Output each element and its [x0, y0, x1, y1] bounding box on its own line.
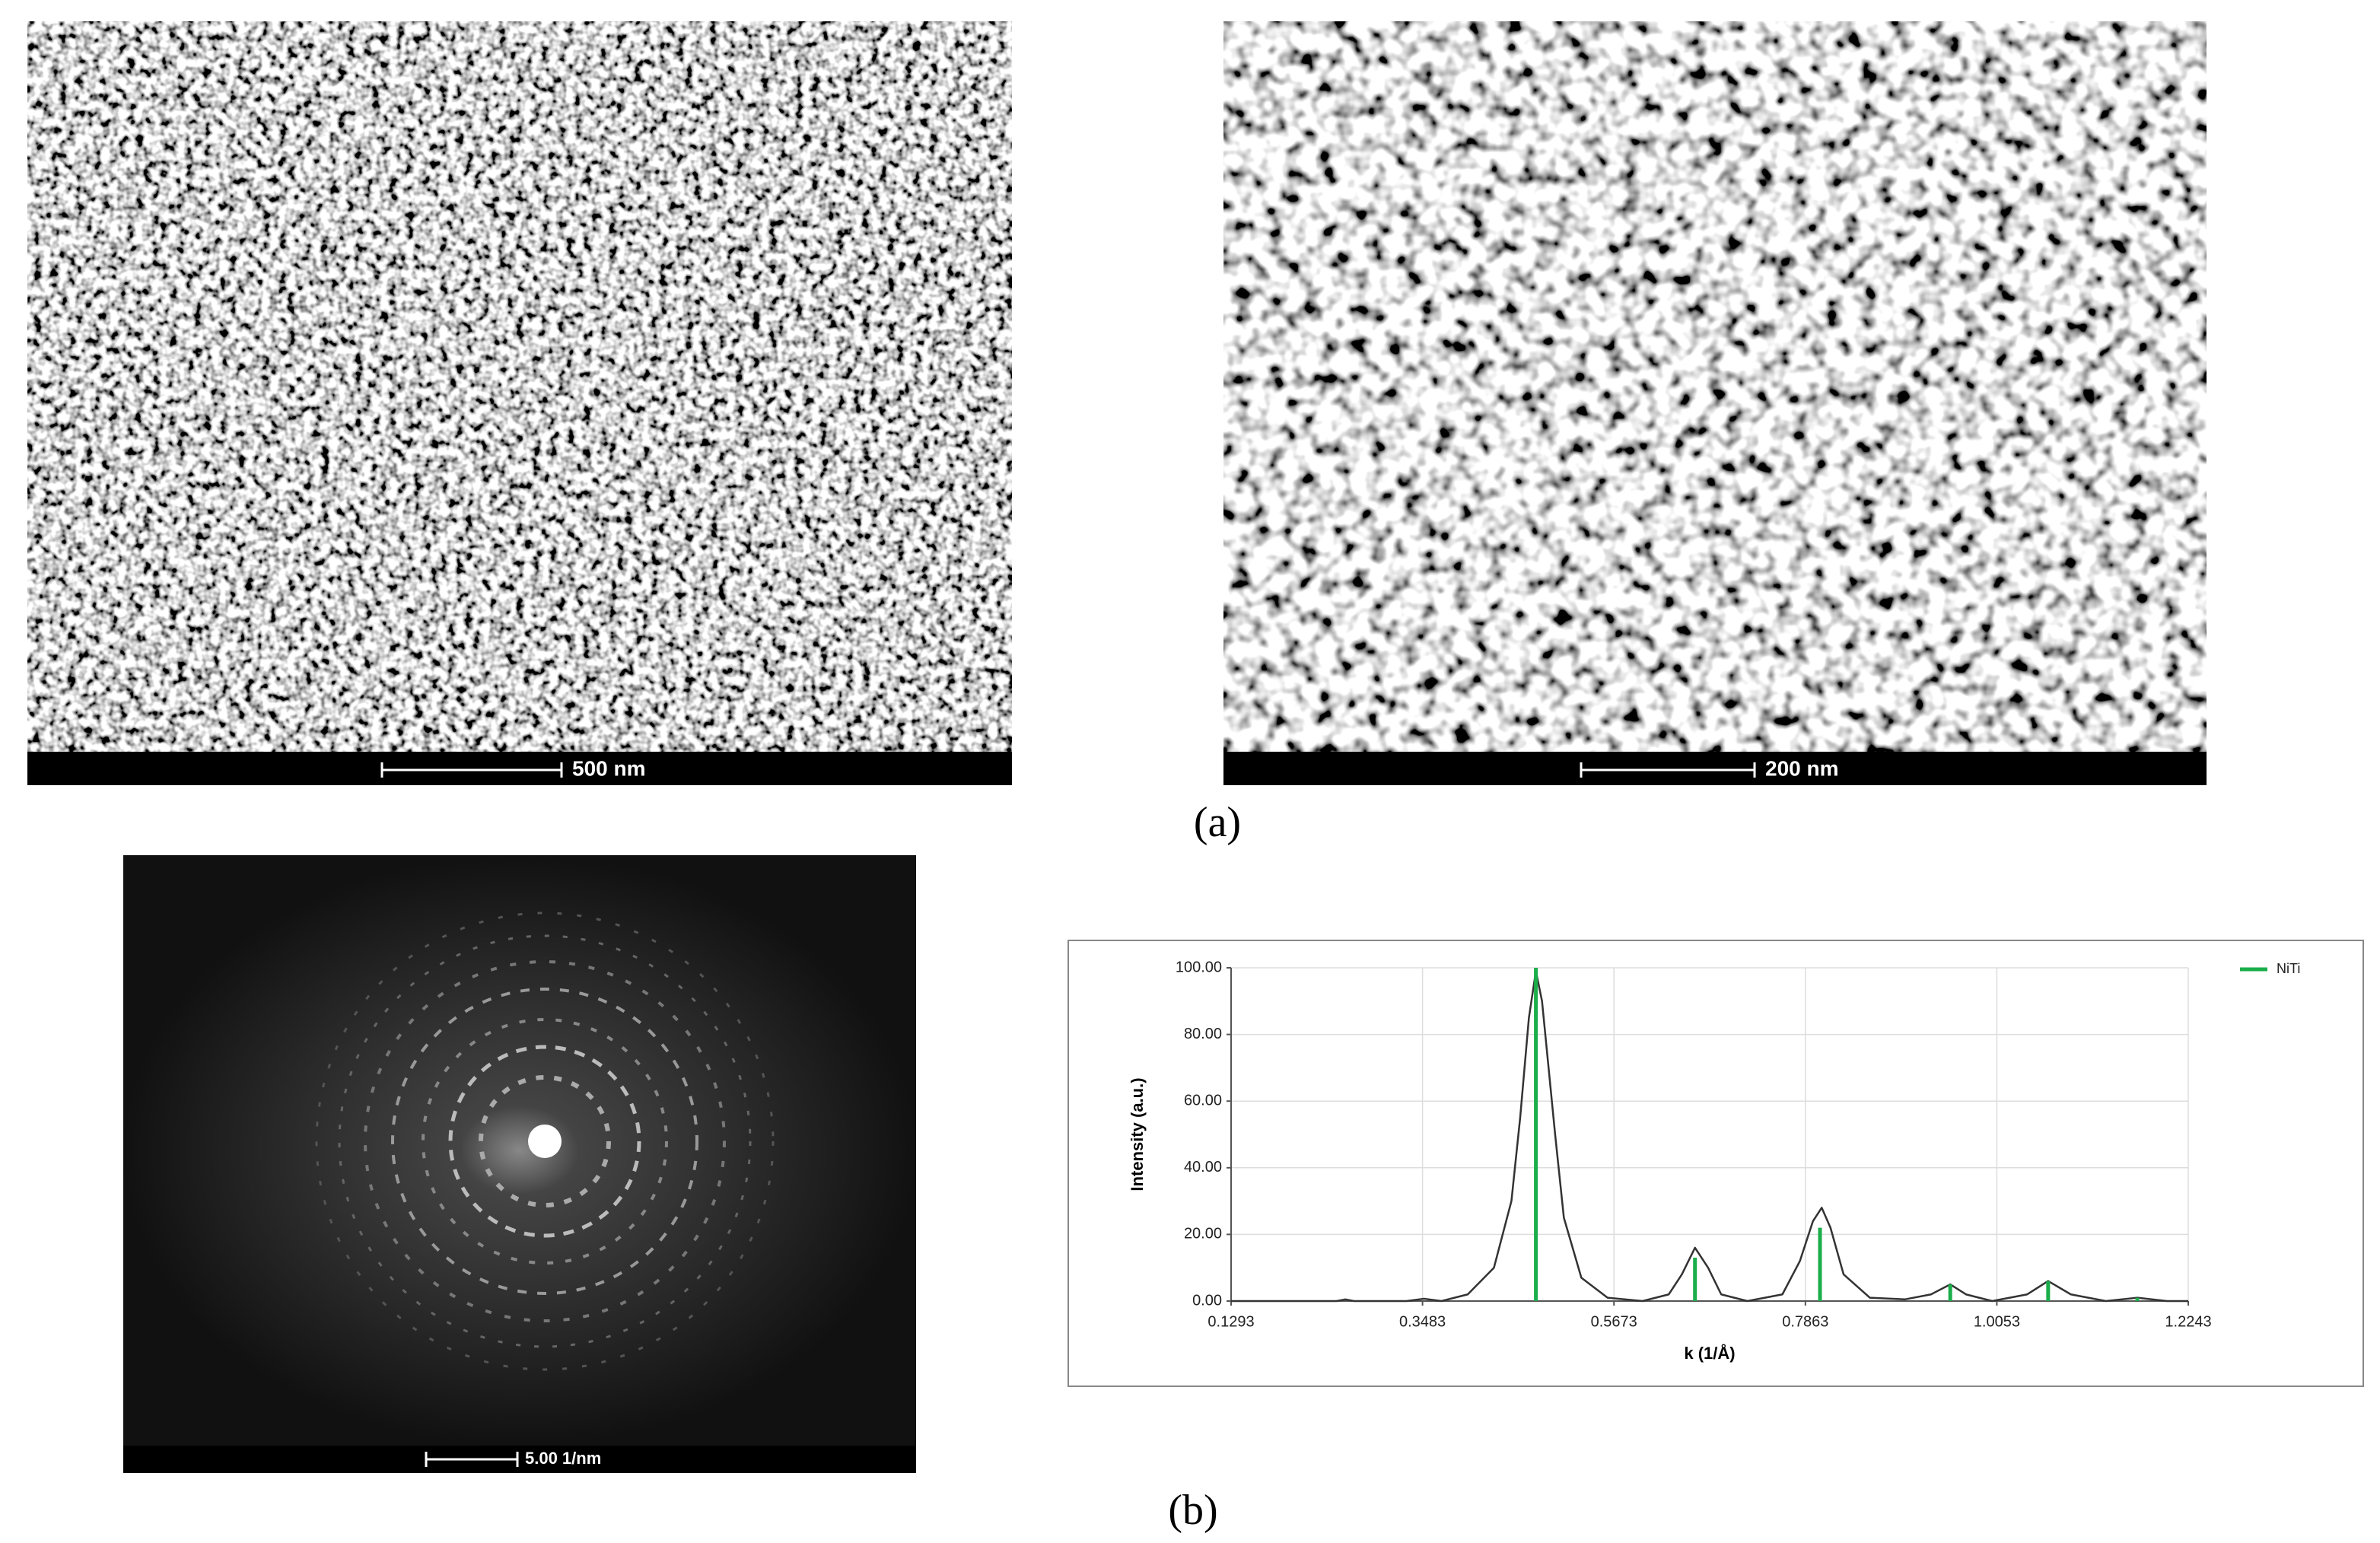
- ring: [338, 934, 752, 1348]
- ring: [448, 1045, 641, 1238]
- ring: [479, 1075, 611, 1207]
- panel-label: (b): [1168, 1487, 1217, 1534]
- x-axis-label: k (1/Å): [1684, 1343, 1735, 1363]
- y-tick-label: 20.00: [1184, 1226, 1222, 1242]
- scale-strip: [1223, 752, 2207, 785]
- scale-strip: [123, 1446, 916, 1473]
- ring: [364, 960, 726, 1322]
- x-tick-label: 1.0053: [1974, 1313, 2020, 1330]
- profile-line: [1231, 970, 2188, 1303]
- plot: 0.00 20.00 40.00 60.00 80.00 100.00 0.1293 0.34…: [1176, 959, 2301, 1330]
- y-tick-label: 40.00: [1184, 1159, 1222, 1176]
- x-tick-label: 1.2243: [2165, 1313, 2211, 1330]
- y-tick-label: 0.00: [1192, 1292, 1222, 1309]
- tem-image: [27, 21, 1012, 752]
- panel-label: (a): [1194, 799, 1241, 846]
- y-tick-label: 80.00: [1184, 1026, 1222, 1042]
- ring: [422, 1018, 668, 1265]
- scale-label: 5.00 1/nm: [525, 1449, 601, 1468]
- tem-image: [1223, 21, 2207, 752]
- diffraction-rings: [315, 911, 775, 1371]
- x-tick-label: 0.5673: [1591, 1313, 1637, 1330]
- diffraction-image: [123, 855, 916, 1446]
- scale-label: 500 nm: [572, 756, 646, 780]
- x-tick-label: 0.1293: [1208, 1313, 1254, 1330]
- x-tick-label: 0.7863: [1782, 1313, 1828, 1330]
- scale-label: 200 nm: [1765, 756, 1839, 780]
- scale-strip: [27, 752, 1012, 785]
- x-tick-label: 0.3483: [1399, 1313, 1446, 1330]
- y-axis-label: Intensity (a.u.): [1128, 1077, 1147, 1191]
- ring: [391, 988, 698, 1295]
- central-beam: [528, 1125, 562, 1158]
- chart-frame: [1068, 940, 2364, 1387]
- y-tick-label: 60.00: [1184, 1092, 1222, 1109]
- ring: [315, 911, 775, 1371]
- y-tick-label: 100.00: [1176, 959, 1222, 975]
- legend-label: NiTi: [2277, 961, 2300, 976]
